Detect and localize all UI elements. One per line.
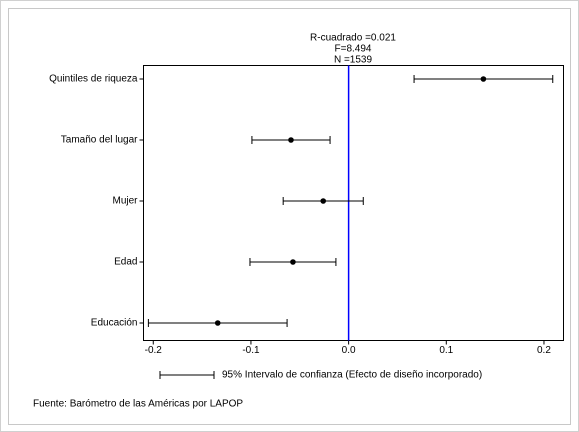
annotation: N =1539	[334, 55, 373, 66]
x-tick-label: 0.1	[439, 345, 453, 356]
legend-label: 95% Intervalo de confianza (Efecto de di…	[222, 370, 482, 381]
x-tick-label: -0.1	[242, 345, 260, 356]
y-tick-label: Quintiles de riqueza	[49, 74, 138, 85]
source: Fuente: Barómetro de las Américas por LA…	[33, 399, 243, 410]
y-tick-label: Tamaño del lugar	[61, 135, 138, 146]
x-tick-label: -0.2	[145, 345, 163, 356]
x-tick-label: 0.0	[342, 345, 356, 356]
point	[214, 320, 221, 326]
annotation: F=8.494	[335, 44, 372, 55]
y-tick-label: Mujer	[112, 196, 138, 207]
point	[480, 76, 487, 82]
annotation: R-cuadrado =0.021	[310, 33, 396, 44]
inner-frame	[8, 8, 571, 425]
point	[290, 259, 296, 265]
plot-area	[143, 65, 564, 341]
point	[288, 137, 294, 143]
x-tick-label: 0.2	[537, 345, 551, 356]
y-tick-label: Edad	[114, 257, 137, 268]
point	[320, 198, 327, 204]
y-tick-label: Educación	[91, 318, 138, 329]
